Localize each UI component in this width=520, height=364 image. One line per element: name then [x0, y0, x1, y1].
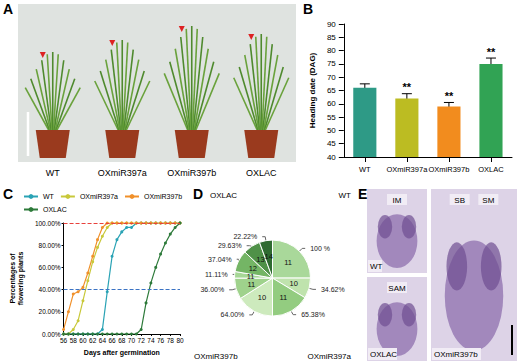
html-text:E: E [358, 186, 368, 202]
svg-text:100.00%: 100.00% [35, 220, 61, 227]
svg-text:29.63%: 29.63% [218, 242, 242, 249]
svg-text:12: 12 [249, 264, 257, 273]
svg-text:64: 64 [99, 337, 107, 344]
svg-text:14: 14 [265, 252, 273, 261]
html-text:B: B [303, 1, 314, 17]
svg-text:11.11%: 11.11% [205, 271, 228, 278]
svg-text:OXLAC: OXLAC [43, 206, 67, 213]
svg-text:OXLAC: OXLAC [210, 191, 237, 200]
svg-text:SAM: SAM [388, 284, 406, 293]
svg-text:IM: IM [393, 196, 402, 205]
svg-text:60.00%: 60.00% [39, 264, 61, 271]
svg-text:78: 78 [167, 337, 175, 344]
svg-text:80.00%: 80.00% [39, 242, 61, 249]
svg-text:64.00%: 64.00% [221, 311, 245, 318]
svg-text:0.00%: 0.00% [42, 331, 61, 338]
svg-text:68: 68 [118, 337, 126, 344]
svg-text:60: 60 [327, 99, 336, 108]
svg-text:OXmiR397a: OXmiR397a [386, 165, 428, 174]
svg-text:80: 80 [176, 337, 184, 344]
svg-text:62: 62 [89, 337, 97, 344]
svg-text:OXmiR397a: OXmiR397a [98, 168, 147, 178]
html-text:A: A [3, 1, 14, 17]
svg-text:65.38%: 65.38% [301, 311, 325, 318]
svg-text:11: 11 [247, 272, 255, 281]
svg-text:37.04%: 37.04% [208, 256, 232, 263]
svg-text:65: 65 [327, 86, 336, 95]
svg-text:**: ** [403, 81, 412, 93]
svg-text:66: 66 [108, 337, 116, 344]
svg-text:10: 10 [258, 293, 266, 302]
svg-text:34.62%: 34.62% [321, 286, 345, 293]
svg-text:OXmiR397b: OXmiR397b [144, 193, 182, 200]
svg-text:SM: SM [482, 196, 494, 205]
svg-text:OXmiR397b: OXmiR397b [428, 165, 469, 174]
svg-text:WT: WT [46, 168, 60, 178]
svg-text:Days after germination: Days after germination [84, 349, 160, 357]
svg-text:WT: WT [43, 193, 55, 200]
svg-text:OXLAC: OXLAC [478, 165, 504, 174]
svg-text:74: 74 [147, 337, 155, 344]
svg-text:OXmiR397b: OXmiR397b [194, 352, 238, 361]
svg-text:40.00%: 40.00% [39, 286, 61, 293]
svg-text:55: 55 [327, 113, 336, 122]
svg-text:OXmiR397a: OXmiR397a [307, 352, 351, 361]
html-text:C: C [3, 186, 14, 202]
svg-text:OXLAC: OXLAC [370, 350, 397, 359]
svg-text:SB: SB [454, 196, 465, 205]
svg-text:11: 11 [247, 280, 255, 289]
svg-text:OXmiR397b: OXmiR397b [167, 168, 216, 178]
svg-text:11: 11 [279, 293, 287, 302]
svg-text:OXLAC: OXLAC [246, 168, 277, 178]
svg-text:36.00%: 36.00% [200, 286, 224, 293]
svg-text:45: 45 [327, 139, 336, 148]
svg-text:13: 13 [256, 255, 264, 264]
svg-text:10: 10 [290, 279, 298, 288]
svg-text:75: 75 [327, 59, 336, 68]
svg-text:11: 11 [284, 258, 292, 267]
svg-text:OXmiR397a: OXmiR397a [80, 193, 118, 200]
svg-text:50: 50 [327, 126, 336, 135]
svg-text:flowering plants: flowering plants [17, 252, 25, 306]
svg-text:100 %: 100 % [310, 245, 330, 252]
svg-text:72: 72 [138, 337, 146, 344]
svg-text:WT: WT [370, 262, 383, 271]
svg-text:70: 70 [128, 337, 136, 344]
svg-text:**: ** [487, 46, 496, 58]
svg-text:60: 60 [79, 337, 87, 344]
svg-text:**: ** [445, 90, 454, 102]
svg-text:90: 90 [327, 20, 336, 29]
svg-text:WT: WT [339, 191, 352, 200]
svg-text:Heading date (DAG): Heading date (DAG) [308, 52, 317, 128]
svg-text:20.00%: 20.00% [39, 308, 61, 315]
svg-text:OXmiR397b: OXmiR397b [434, 350, 478, 359]
svg-text:40: 40 [327, 153, 336, 162]
svg-text:WT: WT [359, 165, 371, 174]
svg-text:Percentages of: Percentages of [9, 253, 17, 304]
svg-text:70: 70 [327, 73, 336, 82]
svg-text:56: 56 [60, 337, 68, 344]
svg-text:80: 80 [327, 46, 336, 55]
svg-text:76: 76 [157, 337, 165, 344]
svg-text:22.22%: 22.22% [233, 233, 257, 240]
svg-text:85: 85 [327, 33, 336, 42]
html-text:D: D [193, 186, 204, 202]
svg-text:58: 58 [70, 337, 78, 344]
